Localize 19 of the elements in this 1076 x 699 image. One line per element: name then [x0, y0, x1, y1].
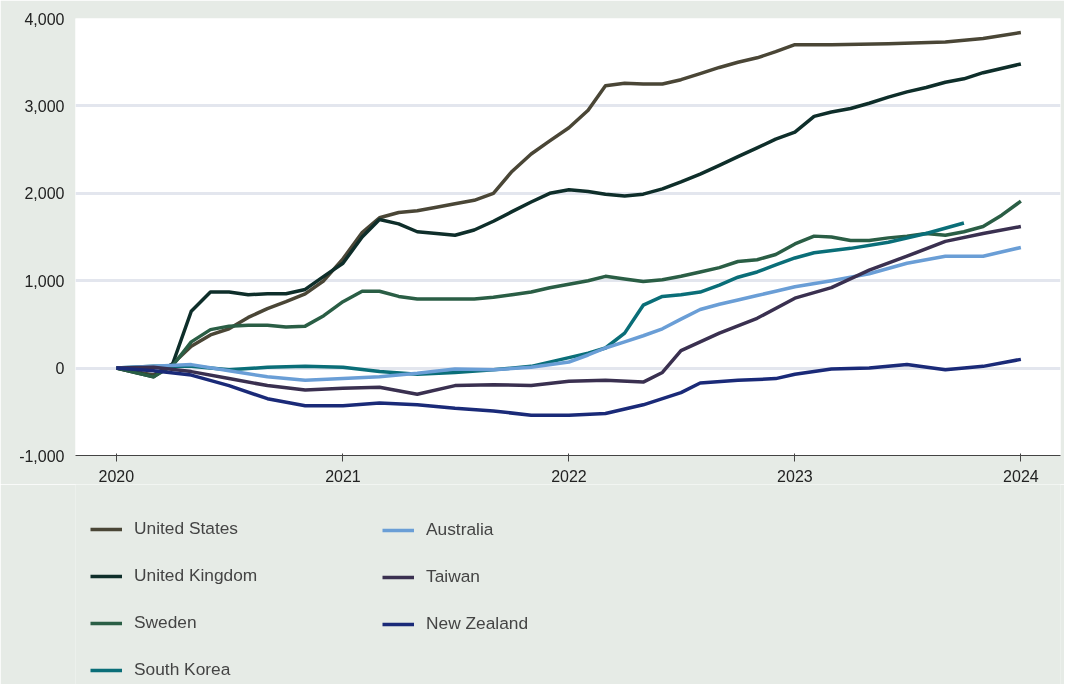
- legend-label: Sweden: [134, 612, 197, 633]
- y-tick-label: -1,000: [19, 447, 65, 465]
- x-tick-label: 2023: [777, 467, 813, 485]
- legend-label: United Kingdom: [134, 565, 258, 586]
- x-tick-label: 2021: [325, 467, 361, 485]
- y-tick-label: 1,000: [24, 272, 65, 290]
- y-tick-label: 4,000: [24, 10, 65, 28]
- y-tick-label: 3,000: [24, 97, 65, 115]
- y-tick-label: 0: [55, 360, 65, 378]
- line-series: [114, 357, 1023, 418]
- x-tick-label: 2024: [1003, 467, 1039, 485]
- legend-label: United States: [134, 518, 239, 539]
- legend-label: Australia: [426, 519, 494, 540]
- x-tick-label: 2022: [551, 467, 587, 485]
- y-tick-label: 2,000: [24, 185, 65, 203]
- x-tick-label: 2020: [98, 467, 135, 485]
- legend-label: New Zealand: [426, 613, 529, 634]
- legend-label: Taiwan: [426, 566, 480, 587]
- legend-label: South Korea: [134, 659, 231, 680]
